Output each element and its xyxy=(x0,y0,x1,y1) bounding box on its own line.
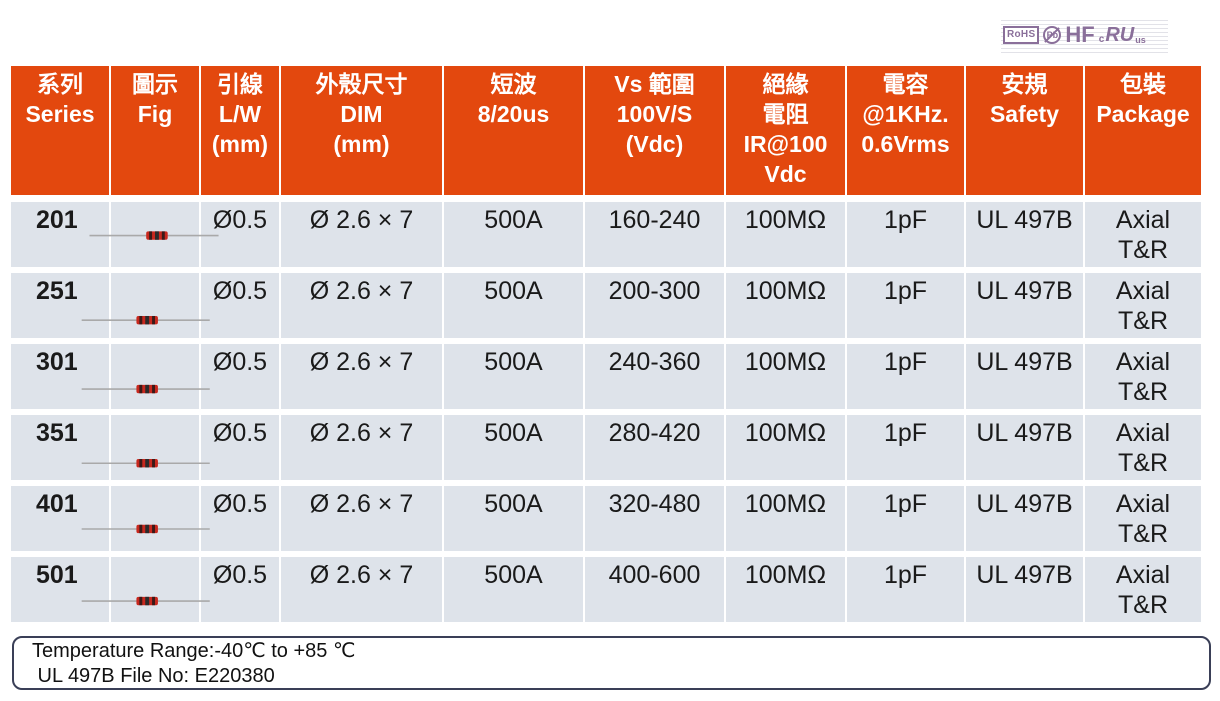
cell-surge: 500A xyxy=(442,202,585,273)
certification-logos: RoHS Pb HF c RU us xyxy=(1001,17,1168,53)
cell-capacitance: 1pF xyxy=(845,202,966,273)
cell-series: 351 xyxy=(9,412,111,486)
cell-fig xyxy=(89,202,219,273)
cell-safety: UL 497B xyxy=(964,412,1085,486)
cell-spark-voltage: 240-360 xyxy=(583,341,726,415)
cell-capacitance: 1pF xyxy=(845,483,966,557)
cell-surge: 500A xyxy=(442,483,585,557)
cell-capacitance: 1pF xyxy=(845,412,966,486)
header-package: 包裝 Package xyxy=(1083,66,1203,195)
cell-package: Axial T&R xyxy=(1083,270,1203,344)
cell-insulation-resistance: 100MΩ xyxy=(724,483,847,557)
gas-discharge-tube-icon xyxy=(89,231,219,240)
cell-fig xyxy=(81,270,210,344)
header-surge: 短波 8/20us xyxy=(442,66,585,195)
cell-dimension: Ø 2.6 × 7 xyxy=(279,554,444,628)
cell-spark-voltage: 400-600 xyxy=(583,554,726,628)
lead-free-logo: Pb xyxy=(1043,26,1062,44)
cell-series: 301 xyxy=(9,341,111,415)
cell-insulation-resistance: 100MΩ xyxy=(724,412,847,486)
cell-lead-wire: Ø0.5 xyxy=(199,270,281,344)
gas-discharge-tube-icon xyxy=(81,315,210,325)
header-fig: 圖示 Fig xyxy=(109,66,201,195)
cell-fig xyxy=(81,554,210,628)
cell-capacitance: 1pF xyxy=(845,554,966,628)
cell-safety: UL 497B xyxy=(964,554,1085,628)
cell-dimension: Ø 2.6 × 7 xyxy=(279,341,444,415)
cell-spark-voltage: 200-300 xyxy=(583,270,726,344)
cell-capacitance: 1pF xyxy=(845,270,966,344)
table-header-row: 系列 Series 圖示 Fig 引線 L/W (mm) 外殼尺寸 DIM (m… xyxy=(9,66,1203,195)
cell-package: Axial T&R xyxy=(1083,483,1203,557)
cell-lead-wire: Ø0.5 xyxy=(199,554,281,628)
cell-package: Axial T&R xyxy=(1083,341,1203,415)
cell-lead-wire: Ø0.5 xyxy=(199,412,281,486)
halogen-free-logo: HF xyxy=(1065,22,1095,47)
cell-fig xyxy=(81,412,210,486)
cell-safety: UL 497B xyxy=(964,270,1085,344)
cell-package: Axial T&R xyxy=(1083,202,1203,273)
cell-spark-voltage: 280-420 xyxy=(583,412,726,486)
header-safety: 安規 Safety xyxy=(964,66,1085,195)
cell-insulation-resistance: 100MΩ xyxy=(724,341,847,415)
header-lead-wire: 引線 L/W (mm) xyxy=(199,66,281,195)
table-row: 351 Ø0.5 Ø 2.6 × 7 500A 280-420 100MΩ 1pF UL 49… xyxy=(9,412,1203,486)
gas-discharge-tube-icon xyxy=(81,384,210,394)
header-insulation-resistance: 絕緣 電阻 IR@100 Vdc xyxy=(724,66,847,195)
cell-safety: UL 497B xyxy=(964,483,1085,557)
cell-safety: UL 497B xyxy=(964,341,1085,415)
cell-fig xyxy=(81,341,210,415)
cell-fig xyxy=(81,483,210,557)
gas-discharge-tube-icon xyxy=(81,596,210,606)
cell-capacitance: 1pF xyxy=(845,341,966,415)
rohs-logo: RoHS xyxy=(1003,26,1040,44)
table-row: 251 Ø0.5 Ø 2.6 × 7 500A 200-300 100MΩ 1pF UL 49… xyxy=(9,270,1203,344)
table-row: 301 Ø0.5 Ø 2.6 × 7 500A 240-360 100MΩ 1pF UL 49… xyxy=(9,341,1203,415)
cell-package: Axial T&R xyxy=(1083,412,1203,486)
header-spark-voltage: Vs 範圍 100V/S (Vdc) xyxy=(583,66,726,195)
cell-dimension: Ø 2.6 × 7 xyxy=(279,270,444,344)
table-row: 201 Ø0.5 Ø 2.6 × 7 500A 160-240 100MΩ 1pF UL 49… xyxy=(9,202,1203,273)
cell-insulation-resistance: 100MΩ xyxy=(724,270,847,344)
cell-surge: 500A xyxy=(442,341,585,415)
gas-discharge-tube-icon xyxy=(81,524,210,534)
cell-spark-voltage: 320-480 xyxy=(583,483,726,557)
cell-series: 401 xyxy=(9,483,111,557)
table-row: 501 Ø0.5 Ø 2.6 × 7 500A 400-600 100MΩ 1pF UL 49… xyxy=(9,554,1203,628)
cell-dimension: Ø 2.6 × 7 xyxy=(279,483,444,557)
cell-surge: 500A xyxy=(442,554,585,628)
ul-listed-logo: c RU us xyxy=(1098,24,1146,46)
cell-series: 251 xyxy=(9,270,111,344)
cell-dimension: Ø 2.6 × 7 xyxy=(279,202,444,273)
cell-surge: 500A xyxy=(442,412,585,486)
cell-insulation-resistance: 100MΩ xyxy=(724,202,847,273)
cell-spark-voltage: 160-240 xyxy=(583,202,726,273)
notes-box: Temperature Range:-40℃ to +85 ℃ UL 497B … xyxy=(12,636,1211,690)
gas-discharge-tube-icon xyxy=(81,459,210,468)
header-capacitance: 電容 @1KHz. 0.6Vrms xyxy=(845,66,966,195)
header-series: 系列 Series xyxy=(9,66,111,195)
spec-table: 系列 Series 圖示 Fig 引線 L/W (mm) 外殼尺寸 DIM (m… xyxy=(9,66,1203,628)
cell-series: 501 xyxy=(9,554,111,628)
cell-insulation-resistance: 100MΩ xyxy=(724,554,847,628)
cell-dimension: Ø 2.6 × 7 xyxy=(279,412,444,486)
cell-lead-wire: Ø0.5 xyxy=(199,483,281,557)
cell-surge: 500A xyxy=(442,270,585,344)
table-row: 401 Ø0.5 Ø 2.6 × 7 500A 320-480 100MΩ 1pF UL 49… xyxy=(9,483,1203,557)
ul-file-number-note: UL 497B File No: E220380 xyxy=(32,665,275,687)
cell-safety: UL 497B xyxy=(964,202,1085,273)
header-dimension: 外殼尺寸 DIM (mm) xyxy=(279,66,444,195)
cell-lead-wire: Ø0.5 xyxy=(199,341,281,415)
temperature-range-note: Temperature Range:-40℃ to +85 ℃ xyxy=(32,640,356,662)
cell-package: Axial T&R xyxy=(1083,554,1203,628)
